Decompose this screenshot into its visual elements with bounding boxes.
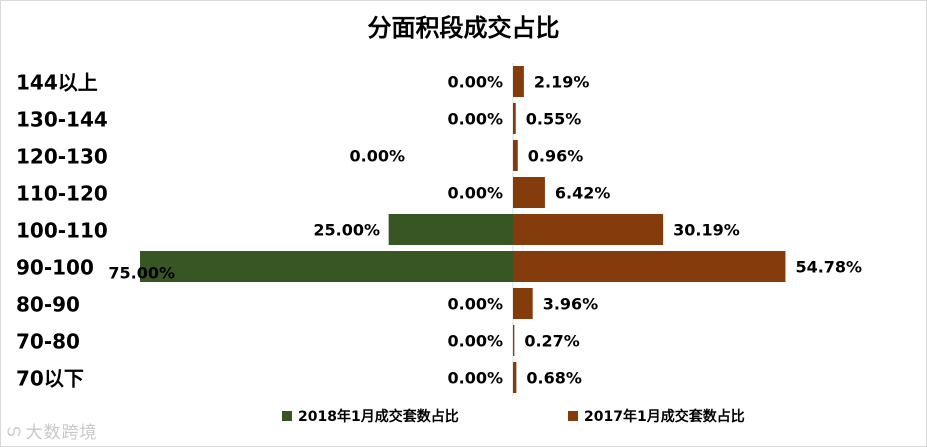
bar-2017 <box>513 288 533 319</box>
data-label-2018: 0.00% <box>447 332 503 351</box>
watermark: ഗ 大数跨境 <box>6 418 98 444</box>
bar-2017 <box>513 325 515 356</box>
category-label: 110-120 <box>16 182 108 206</box>
data-label-2018: 75.00% <box>108 264 175 283</box>
data-label-2018: 25.00% <box>313 221 380 240</box>
data-label-2017: 0.68% <box>526 369 582 388</box>
category-label: 144以上 <box>16 71 98 95</box>
bar-2017 <box>513 177 545 208</box>
data-label-2018: 0.00% <box>349 147 405 166</box>
bar-2017 <box>513 251 786 282</box>
bar-2017 <box>513 214 664 245</box>
data-label-2017: 30.19% <box>673 221 740 240</box>
bar-2017 <box>513 66 524 97</box>
data-label-2018: 0.00% <box>447 110 503 129</box>
category-label: 120-130 <box>16 145 108 169</box>
data-label-2017: 6.42% <box>555 184 611 203</box>
data-label-2017: 2.19% <box>534 73 590 92</box>
category-label: 100-110 <box>16 219 108 243</box>
data-label-2017: 54.78% <box>795 258 862 277</box>
data-label-2017: 0.55% <box>526 110 582 129</box>
data-label-2018: 0.00% <box>447 369 503 388</box>
category-label: 90-100 <box>16 256 94 280</box>
legend-swatch-2017 <box>568 411 578 421</box>
legend-label-2017: 2017年1月成交套数占比 <box>584 409 745 425</box>
bar-2018 <box>388 214 513 245</box>
chart-title: 分面积段成交占比 <box>367 14 560 42</box>
legend-swatch-2018 <box>282 411 292 421</box>
category-label: 70以下 <box>16 367 84 391</box>
data-label-2018: 0.00% <box>447 184 503 203</box>
bar-2017 <box>513 362 517 393</box>
legend-item-2017: 2017年1月成交套数占比 <box>568 406 745 426</box>
legend-label-2018: 2018年1月成交套数占比 <box>298 409 459 425</box>
data-label-2018: 0.00% <box>447 73 503 92</box>
category-label: 80-90 <box>16 293 80 317</box>
data-label-2017: 3.96% <box>543 295 599 314</box>
bar-2017 <box>513 103 516 134</box>
category-label: 130-144 <box>16 108 108 132</box>
data-label-2017: 0.96% <box>528 147 584 166</box>
data-label-2018: 0.00% <box>447 295 503 314</box>
data-label-2017: 0.27% <box>524 332 580 351</box>
legend-item-2018: 2018年1月成交套数占比 <box>282 406 459 426</box>
bar-2018 <box>140 251 513 282</box>
bar-2017 <box>513 140 518 171</box>
chat-bubble-icon: ഗ <box>6 420 22 440</box>
category-label: 70-80 <box>16 330 80 354</box>
watermark-text: 大数跨境 <box>25 423 98 443</box>
